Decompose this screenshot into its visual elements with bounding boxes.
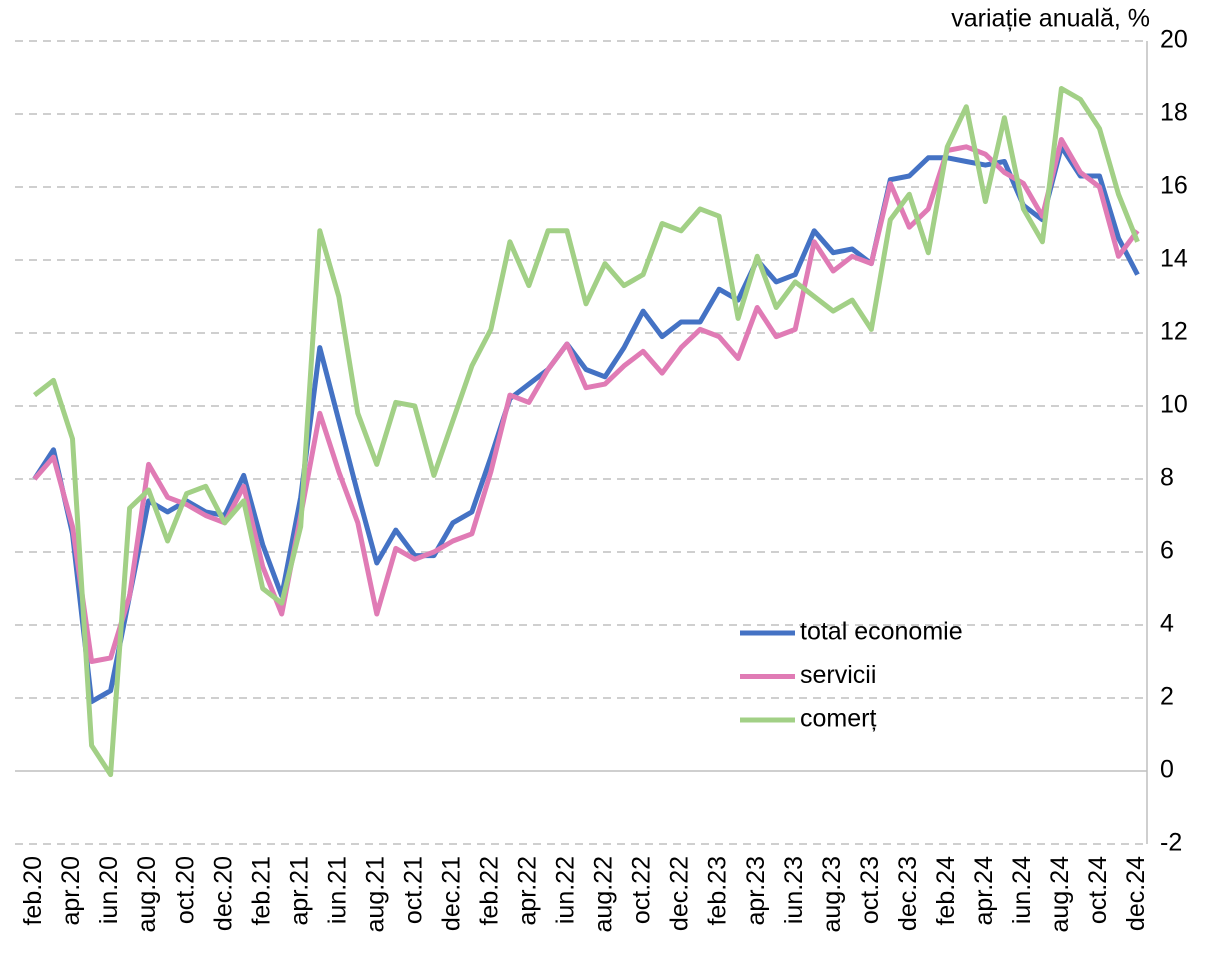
y-tick-label: 12 <box>1160 318 1188 346</box>
x-tick-label: oct.24 <box>1084 856 1112 924</box>
x-tick-label: dec.20 <box>209 856 237 931</box>
x-tick-label: iun.22 <box>552 856 580 924</box>
x-tick-label: dec.21 <box>437 856 465 931</box>
y-tick-label: 0 <box>1160 756 1174 784</box>
legend-label: comerț <box>800 705 876 733</box>
x-tick-label: iun.24 <box>1008 856 1036 924</box>
x-tick-label: iun.21 <box>323 856 351 924</box>
x-tick-label: apr.24 <box>970 856 998 926</box>
x-tick-label: oct.23 <box>856 856 884 924</box>
y-tick-label: 20 <box>1160 26 1188 54</box>
x-tick-label: feb.21 <box>247 856 275 926</box>
x-tick-label: apr.20 <box>57 856 85 926</box>
x-tick-label: feb.20 <box>19 856 47 926</box>
legend-label: total economie <box>800 618 963 646</box>
x-tick-label: aug.23 <box>818 856 846 932</box>
y-tick-label: -2 <box>1160 829 1182 857</box>
y-tick-label: 8 <box>1160 464 1174 492</box>
x-tick-label: dec.24 <box>1122 856 1150 931</box>
x-tick-label: apr.23 <box>742 856 770 926</box>
x-tick-label: aug.24 <box>1046 856 1074 933</box>
y-tick-label: 2 <box>1160 683 1174 711</box>
y-tick-label: 6 <box>1160 537 1174 565</box>
x-tick-label: aug.22 <box>590 856 618 932</box>
x-tick-label: dec.22 <box>666 856 694 931</box>
y-axis-label: variație anuală, % <box>951 5 1150 33</box>
x-tick-label: dec.23 <box>894 856 922 931</box>
x-tick-label: apr.22 <box>514 856 542 926</box>
x-tick-label: aug.20 <box>133 856 161 932</box>
y-tick-label: 16 <box>1160 172 1188 200</box>
x-tick-label: aug.21 <box>361 856 389 932</box>
y-tick-label: 4 <box>1160 610 1174 638</box>
y-tick-label: 18 <box>1160 99 1188 127</box>
x-tick-label: iun.20 <box>95 856 123 924</box>
series-line <box>32 144 1140 705</box>
series-line <box>32 86 1140 778</box>
x-tick-label: oct.21 <box>399 856 427 924</box>
x-tick-label: oct.22 <box>628 856 656 924</box>
x-tick-label: feb.22 <box>476 856 504 926</box>
x-tick-label: feb.23 <box>704 856 732 926</box>
legend-label: servicii <box>800 661 876 689</box>
y-tick-label: 10 <box>1160 391 1188 419</box>
x-tick-label: iun.23 <box>780 856 808 924</box>
x-tick-label: oct.20 <box>171 856 199 924</box>
y-tick-label: 14 <box>1160 245 1188 273</box>
x-tick-label: feb.24 <box>932 856 960 926</box>
x-tick-label: apr.21 <box>285 856 313 926</box>
series-line <box>32 137 1140 664</box>
